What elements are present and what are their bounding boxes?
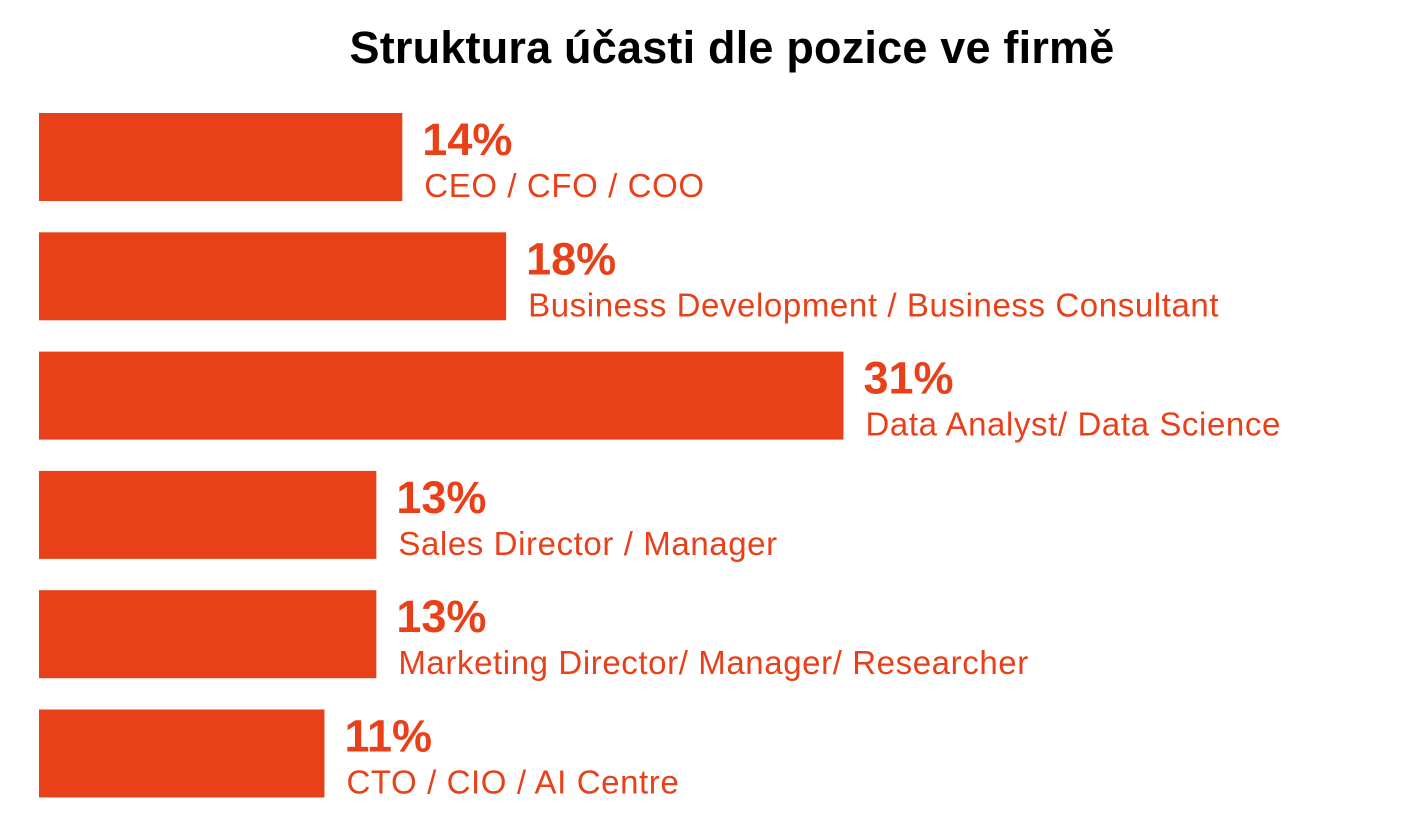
bar: [39, 113, 403, 201]
bar-value-label: 14%: [422, 114, 512, 165]
bar-category-label: CTO / CIO / AI Centre: [346, 764, 679, 801]
bar-row: 18%Business Development / Business Consu…: [39, 232, 1219, 323]
bar-category-label: Sales Director / Manager: [398, 525, 777, 562]
bar-row: 31%Data Analyst/ Data Science: [39, 351, 1280, 443]
bar: [39, 232, 507, 321]
bar-value-label: 13%: [396, 591, 486, 642]
chart-title: Struktura účasti dle pozice ve firmě: [349, 22, 1115, 73]
bar-value-label: 18%: [526, 233, 616, 284]
bar-value-label: 13%: [396, 472, 486, 523]
bar-category-label: Business Development / Business Consulta…: [528, 286, 1219, 323]
bar-value-label: 11%: [344, 711, 432, 762]
bar-value-label: 31%: [863, 353, 953, 404]
bar-row: 11%CTO / CIO / AI Centre: [39, 709, 679, 801]
bar-row: 13%Sales Director / Manager: [39, 470, 777, 562]
bar: [39, 590, 377, 679]
bar: [39, 470, 377, 559]
bar-category-label: CEO / CFO / COO: [424, 167, 704, 204]
bar-row: 14%CEO / CFO / COO: [39, 113, 704, 204]
bar-category-label: Marketing Director/ Manager/ Researcher: [398, 644, 1028, 681]
bar-row: 13%Marketing Director/ Manager/ Research…: [39, 590, 1028, 681]
bar-category-label: Data Analyst/ Data Science: [865, 406, 1280, 443]
bar: [39, 709, 325, 798]
bar: [39, 351, 844, 440]
